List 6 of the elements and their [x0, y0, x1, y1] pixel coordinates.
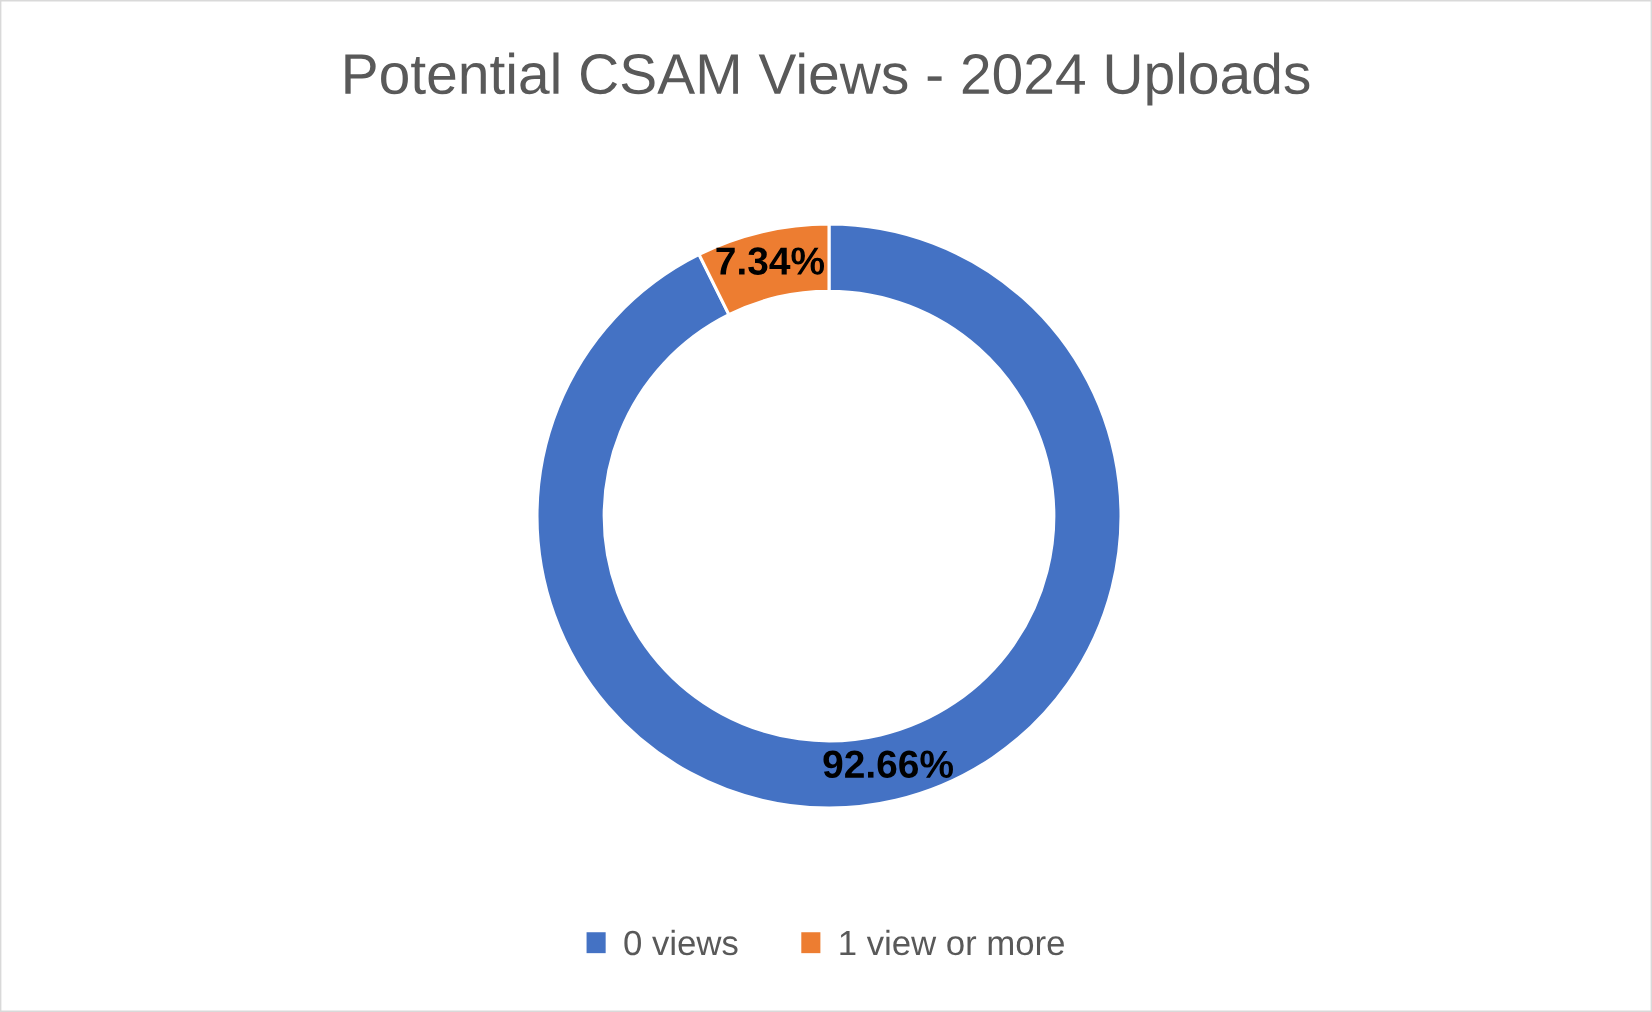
- chart-title: Potential CSAM Views - 2024 Uploads: [345, 52, 1310, 106]
- legend-label: 1 view or more: [840, 929, 1064, 956]
- data-label: 7.34%: [716, 247, 825, 275]
- data-label: 92.66%: [823, 750, 953, 779]
- donut-slice: [535, 222, 1123, 810]
- legend-label: 0 views: [624, 929, 738, 956]
